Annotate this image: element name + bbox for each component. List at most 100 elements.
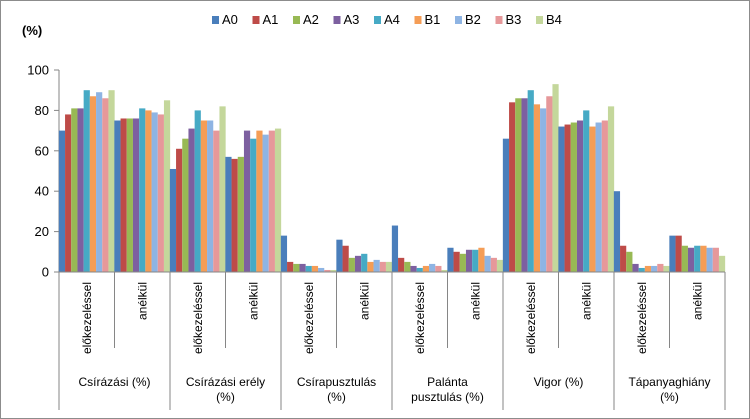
bar-b1 [256, 130, 263, 272]
bar-b2 [96, 92, 103, 272]
legend-label-b4: B4 [546, 12, 562, 27]
x-subcategory-label: előkezeléssel [191, 282, 205, 354]
bar-b1 [478, 247, 485, 272]
legend-swatch-a4 [374, 16, 381, 24]
x-subcategory-label: anélkül [357, 282, 371, 320]
bar-a2 [126, 118, 133, 272]
bar-b3 [379, 261, 386, 272]
bar-b3 [102, 98, 109, 272]
legend-label-a1: A1 [263, 12, 279, 27]
bar-a3 [188, 128, 195, 272]
bars [58, 84, 726, 273]
bar-b1 [145, 110, 152, 273]
bar-a4 [416, 267, 423, 272]
bar-a1 [564, 124, 571, 272]
bar-b2 [706, 247, 713, 272]
legend-swatch-b2 [455, 16, 462, 24]
x-subcategory-label: anélkül [135, 282, 149, 320]
bar-a1 [65, 114, 72, 272]
x-group-label: Palánta pusztulás (%) [411, 375, 484, 404]
y-tick-label: 100 [27, 63, 49, 78]
bar-a2 [237, 156, 244, 272]
bar-a2 [182, 138, 189, 272]
bar-a4 [527, 90, 534, 272]
legend-label-b1: B1 [425, 12, 441, 27]
bar-a1 [120, 118, 127, 272]
legend-label-b3: B3 [506, 12, 522, 27]
x-subcategory-label: anélkül [579, 282, 593, 320]
bar-b4 [496, 259, 504, 272]
bar-b3 [601, 120, 608, 272]
bar-b3 [712, 247, 719, 272]
bar-b2 [595, 122, 602, 273]
bar-a2 [71, 108, 78, 272]
bar-a2 [626, 251, 633, 272]
x-subcategory-label: előkezeléssel [80, 282, 94, 354]
bar-b4 [663, 265, 670, 272]
bar-b3 [324, 269, 331, 272]
legend-swatch-a3 [333, 16, 341, 24]
bar-b4 [163, 100, 171, 272]
bar-b4 [385, 261, 393, 272]
bar-b4 [274, 128, 282, 272]
x-subcategory-label: anélkül [246, 282, 260, 320]
bar-a1 [675, 235, 682, 272]
bar-b2 [207, 120, 214, 272]
bar-a3 [465, 249, 473, 272]
bar-a3 [576, 120, 584, 272]
bar-a4 [194, 110, 201, 273]
bar-a4 [583, 110, 590, 273]
bar-a0 [225, 156, 232, 272]
bar-a0 [502, 138, 510, 272]
bar-b3 [490, 257, 497, 272]
bar-a0 [669, 235, 676, 272]
bar-a3 [410, 265, 417, 272]
bar-a0 [280, 235, 288, 272]
bar-b4 [330, 269, 337, 272]
bar-a1 [287, 261, 294, 272]
bar-a4 [472, 249, 479, 272]
bar-b2 [318, 267, 325, 272]
x-group-label: Csírázási erély (%) [186, 375, 265, 404]
y-axis: 0 20 40 60 80 100 [27, 63, 60, 280]
bar-a4 [305, 265, 312, 272]
bar-b3 [268, 130, 275, 272]
bar-a3 [521, 98, 528, 272]
bar-a2 [348, 257, 355, 272]
bar-a4 [638, 267, 645, 272]
bar-b3 [546, 96, 553, 272]
x-group-label: Vigor (%) [534, 375, 584, 389]
legend-swatch-b3 [495, 16, 503, 24]
bar-a3 [132, 118, 140, 272]
bar-b3 [157, 114, 164, 272]
bar-a1 [509, 102, 516, 272]
bar-b1 [367, 261, 374, 272]
bar-a2 [293, 263, 300, 272]
bar-a3 [243, 130, 251, 272]
bar-b1 [589, 126, 596, 272]
bar-b2 [540, 108, 547, 272]
legend-swatch-a0 [212, 16, 219, 24]
x-group-label: Csírázási (%) [78, 375, 150, 389]
bar-a1 [398, 257, 405, 272]
bar-a0 [613, 191, 621, 272]
bar-b1 [533, 104, 541, 272]
bar-a0 [336, 239, 343, 272]
bar-a3 [354, 255, 362, 272]
y-tick-label: 80 [35, 103, 49, 118]
bar-a0 [58, 130, 66, 272]
y-tick-label: 0 [42, 265, 49, 280]
bar-b3 [435, 265, 442, 272]
bar-b2 [262, 134, 269, 272]
bar-b1 [311, 265, 319, 272]
bar-b4 [441, 269, 448, 272]
bar-b4 [108, 90, 115, 272]
bar-a2 [515, 98, 522, 272]
bar-a4 [83, 90, 90, 272]
bar-b1 [644, 265, 652, 272]
legend-label-b2: B2 [465, 12, 481, 27]
bar-a1 [620, 245, 627, 272]
bar-b3 [657, 263, 664, 272]
bar-a2 [404, 261, 411, 272]
